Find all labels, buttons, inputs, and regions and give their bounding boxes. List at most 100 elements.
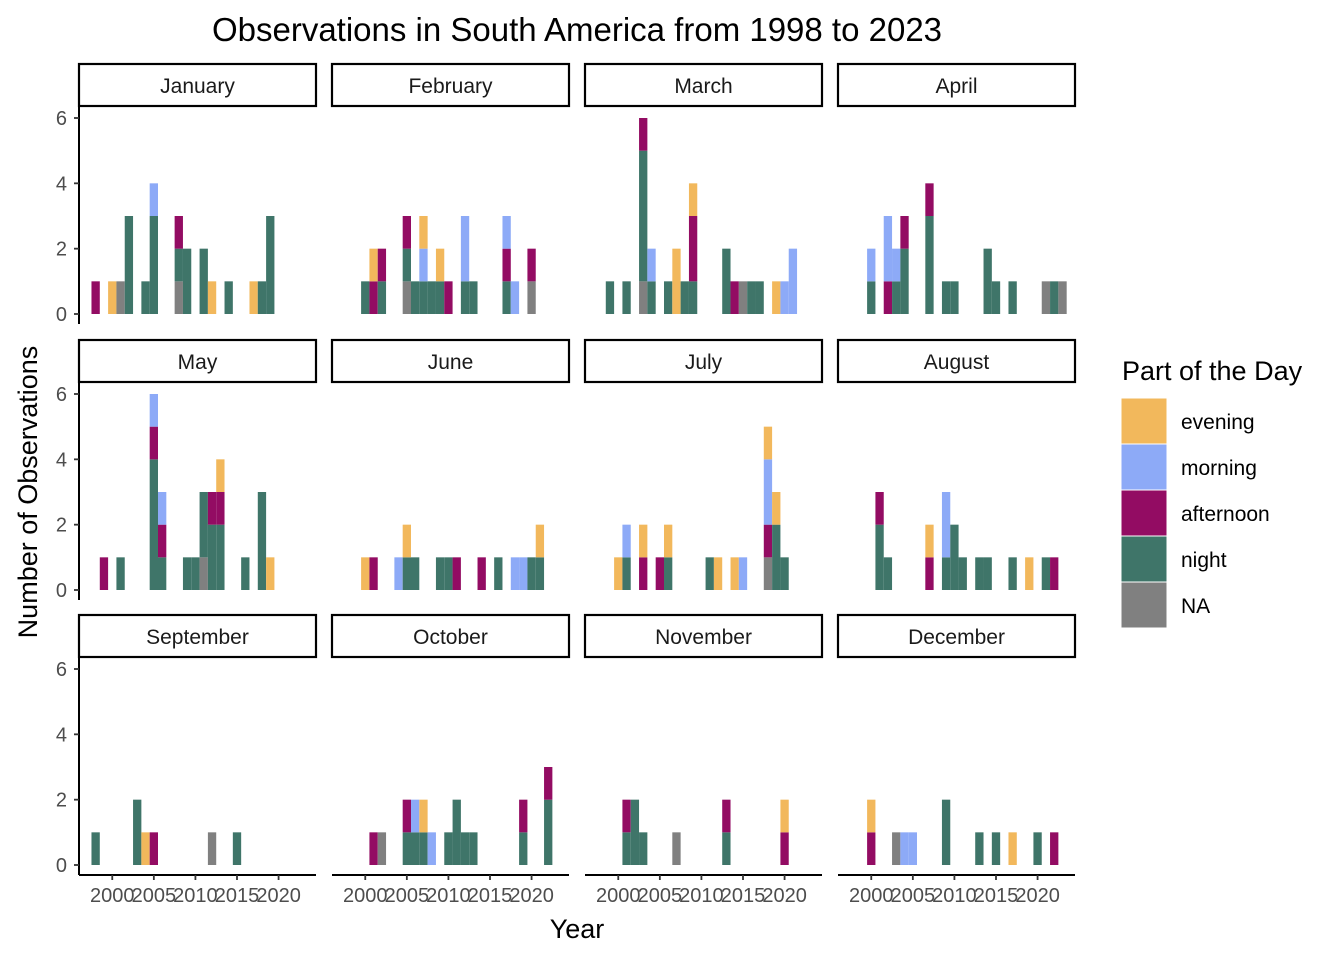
facet-strip-label: November <box>655 626 752 649</box>
bar-segment-afternoon <box>444 281 453 314</box>
facet-strip <box>330 62 571 108</box>
x-tick-label: 2010 <box>426 885 471 907</box>
bar-segment-night <box>664 281 673 314</box>
y-tick-label: 4 <box>56 449 67 471</box>
bar-segment-afternoon <box>925 557 934 590</box>
bar-segment-night <box>950 524 959 590</box>
bar-segment-night <box>149 459 158 590</box>
bar-segment-night <box>158 557 167 590</box>
facet-strip <box>330 613 571 659</box>
bar-segment-night <box>411 281 420 314</box>
y-tick-label: 4 <box>56 724 67 746</box>
facet-strip-label: May <box>178 351 218 374</box>
bar-segment-evening <box>435 248 445 282</box>
bar-segment-night <box>216 524 225 590</box>
bar-segment-night <box>257 492 267 590</box>
bar-segment-night <box>664 557 673 590</box>
bar-segment-morning <box>394 557 403 590</box>
x-tick-label: 2015 <box>721 885 766 907</box>
bar-segment-night <box>622 557 631 590</box>
bar-segment-night <box>535 557 545 590</box>
bar-segment-evening <box>763 426 773 460</box>
facet-strip <box>836 613 1077 659</box>
bar-segment-night <box>191 557 200 590</box>
x-axis-label: Year <box>550 914 605 944</box>
bar-segment-na <box>527 281 536 314</box>
bar-segment-morning <box>788 248 798 314</box>
bar-segment-night <box>402 248 411 282</box>
bar-segment-na <box>174 281 183 314</box>
bar-segment-evening <box>688 183 698 216</box>
bar-segment-na <box>116 281 125 314</box>
bar-segment-night <box>149 216 158 314</box>
facet-strip <box>583 613 824 659</box>
x-tick-label: 2020 <box>256 885 301 907</box>
bar-segment-night <box>883 557 893 590</box>
bar-segment-night <box>630 799 640 865</box>
bar-segment-morning <box>941 492 951 558</box>
bar-segment-night <box>224 281 233 314</box>
facet-strip <box>77 613 318 659</box>
bar-segment-na <box>402 281 411 314</box>
bar-segment-night <box>639 150 648 282</box>
facet-strip <box>77 338 318 384</box>
bar-segment-night <box>182 248 192 314</box>
bar-segment-night <box>232 832 242 865</box>
bar-segment-night <box>199 492 208 558</box>
bar-segment-night <box>435 557 445 590</box>
bar-segment-afternoon <box>925 183 934 216</box>
x-tick-label: 2015 <box>468 885 513 907</box>
bar-segment-afternoon <box>477 557 486 590</box>
y-tick-label: 0 <box>56 304 67 326</box>
bar-segment-afternoon <box>149 832 158 865</box>
bar-segment-night <box>900 248 909 314</box>
bar-segment-evening <box>216 459 225 492</box>
bar-segment-afternoon <box>875 492 884 525</box>
bar-segment-afternoon <box>402 216 411 249</box>
bar-segment-na <box>1058 281 1067 314</box>
bar-segment-morning <box>780 281 789 314</box>
legend-swatch-morning <box>1120 443 1168 491</box>
bar-segment-na <box>207 832 217 865</box>
bar-segment-afternoon <box>502 248 511 282</box>
y-tick-label: 2 <box>56 515 67 537</box>
bar-segment-afternoon <box>174 216 183 249</box>
bar-segment-night <box>925 216 934 314</box>
bar-segment-night <box>411 832 420 865</box>
bar-segment-night <box>950 281 959 314</box>
bar-segment-evening <box>108 281 117 314</box>
bar-segment-night <box>941 557 951 590</box>
bar-segment-night <box>207 524 217 590</box>
bar-segment-afternoon <box>216 492 225 525</box>
bar-segment-afternoon <box>730 281 739 314</box>
facet-strip-label: December <box>908 626 1005 649</box>
bar-segment-evening <box>1025 557 1034 590</box>
x-tick-label: 2015 <box>215 885 260 907</box>
facet-strip-label: July <box>685 351 723 374</box>
bar-segment-afternoon <box>655 557 664 590</box>
bar-segment-night <box>519 832 528 865</box>
bar-segment-afternoon <box>900 216 909 249</box>
bar-segment-morning <box>510 557 520 590</box>
bar-segment-evening <box>772 492 781 525</box>
bar-segment-night <box>427 281 436 314</box>
y-tick-label: 6 <box>56 108 67 130</box>
bar-segment-evening <box>925 524 934 558</box>
bar-segment-afternoon <box>91 281 100 314</box>
x-tick-label: 2000 <box>596 885 641 907</box>
bar-segment-night <box>622 281 631 314</box>
bar-segment-morning <box>149 394 158 427</box>
facet-panel-july: July <box>583 338 824 590</box>
bar-segment-afternoon <box>402 799 411 833</box>
bar-segment-morning <box>419 248 428 282</box>
bar-segment-night <box>622 832 631 865</box>
bar-segment-evening <box>419 216 428 249</box>
facet-strip-label: March <box>674 75 732 98</box>
facet-panel-may: May 0 2 4 6 <box>56 338 318 602</box>
bar-segment-afternoon <box>867 832 876 865</box>
bar-segment-night <box>527 557 536 590</box>
bar-segment-na <box>639 281 648 314</box>
bar-segment-night <box>975 557 984 590</box>
x-tick-label: 2000 <box>90 885 135 907</box>
